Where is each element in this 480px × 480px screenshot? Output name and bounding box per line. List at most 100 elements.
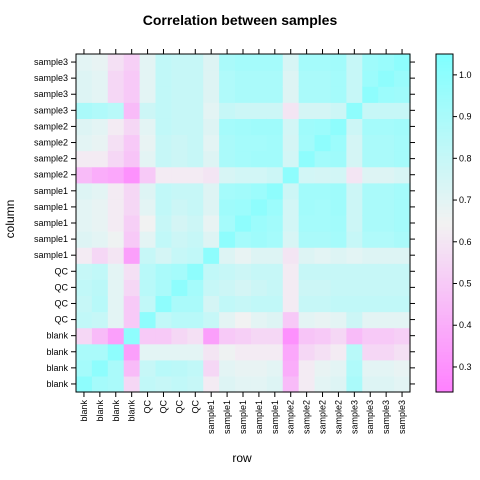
heatmap-cell (266, 54, 284, 71)
heatmap-cell (378, 102, 395, 119)
heatmap-cell (187, 343, 204, 361)
heatmap-cell (282, 70, 300, 87)
heatmap-cell (394, 86, 411, 103)
heatmap-cell (155, 166, 173, 184)
heatmap-cell (187, 54, 204, 71)
heatmap-cell (171, 343, 188, 361)
x-tick-label: sample2 (333, 400, 343, 434)
colorbar-segment (436, 175, 453, 180)
heatmap-cell (250, 214, 268, 232)
heatmap-cell (394, 166, 411, 184)
heatmap-cell (346, 311, 363, 329)
y-tick-label: QC (55, 282, 69, 292)
heatmap-cell (171, 118, 188, 136)
heatmap-cell (346, 375, 363, 393)
heatmap-cell (250, 327, 268, 345)
heatmap-cell (219, 134, 236, 152)
y-tick-label: blank (46, 363, 68, 373)
heatmap-cell (235, 118, 252, 136)
heatmap-cell (139, 54, 157, 71)
colorbar-segment (436, 266, 453, 271)
heatmap-cell (282, 102, 300, 119)
heatmap-cell (282, 150, 300, 168)
heatmap-cell (219, 295, 236, 313)
heatmap-cell (362, 118, 379, 136)
y-tick-label: sample3 (34, 89, 68, 99)
heatmap-cell (266, 359, 284, 377)
heatmap-cell (91, 311, 109, 329)
heatmap-cell (91, 343, 109, 361)
heatmap-cell (107, 295, 125, 313)
y-tick-label: QC (55, 315, 69, 325)
colorbar-segment (436, 148, 453, 153)
heatmap-cell (378, 295, 395, 313)
heatmap-cell (219, 343, 236, 361)
heatmap-cell (171, 279, 188, 297)
heatmap-cell (155, 231, 173, 248)
colorbar-segment (436, 364, 453, 369)
heatmap-cell (250, 86, 268, 103)
heatmap-cell (330, 198, 347, 216)
heatmap-cell (91, 86, 109, 103)
heatmap-cell (378, 247, 395, 264)
heatmap-cell (330, 54, 347, 71)
colorbar-segment (436, 260, 453, 265)
heatmap-cell (155, 247, 173, 264)
x-tick-label: sample1 (238, 400, 248, 434)
heatmap-cell (250, 295, 268, 313)
heatmap-cell (187, 198, 204, 216)
colorbar-tick-label: 0.5 (459, 279, 472, 289)
heatmap-cell (107, 214, 125, 232)
heatmap-cell (139, 198, 157, 216)
colorbar-segment (436, 246, 453, 251)
heatmap-cell (219, 263, 236, 280)
heatmap-cell (362, 150, 379, 168)
heatmap-cell (107, 231, 125, 248)
heatmap-cell (235, 134, 252, 152)
heatmap-cell (219, 214, 236, 232)
heatmap-cell (378, 343, 395, 361)
heatmap-cell (187, 231, 204, 248)
heatmap-cell (123, 359, 141, 377)
heatmap-cell (76, 86, 93, 103)
heatmap-cell (219, 198, 236, 216)
heatmap-cell (235, 247, 252, 264)
heatmap-cell (155, 327, 173, 345)
heatmap-cell (394, 102, 411, 119)
x-tick-label: QC (143, 399, 153, 413)
colorbar-segment (436, 67, 453, 72)
colorbar-segment (436, 287, 453, 292)
heatmap-cell (91, 102, 109, 119)
heatmap-cell (346, 70, 363, 87)
colorbar-segment (436, 199, 453, 204)
heatmap-cell (330, 86, 347, 103)
y-tick-label: blank (46, 347, 68, 357)
heatmap-cell (139, 311, 157, 329)
heatmap-cell (187, 327, 204, 345)
x-tick-label: sample2 (318, 400, 328, 434)
colorbar-segment (436, 219, 453, 224)
heatmap-cell (298, 359, 316, 377)
colorbar-segment (436, 97, 453, 102)
heatmap-cell (123, 182, 141, 200)
heatmap-cell (282, 327, 300, 345)
heatmap-cell (235, 279, 252, 297)
heatmap-cell (203, 86, 220, 103)
heatmap-cell (155, 182, 173, 200)
heatmap-cell (394, 214, 411, 232)
heatmap-cell (330, 134, 347, 152)
heatmap-cell (76, 231, 93, 248)
heatmap-cell (123, 311, 141, 329)
heatmap-cell (76, 359, 93, 377)
colorbar-segment (436, 57, 453, 62)
heatmap-cell (171, 86, 188, 103)
colorbar-segment (436, 253, 453, 258)
heatmap-cell (394, 231, 411, 248)
heatmap-cell (76, 327, 93, 345)
heatmap-cell (187, 166, 204, 184)
x-tick-label: sample1 (270, 400, 280, 434)
heatmap-cell (298, 70, 316, 87)
heatmap-cell (378, 86, 395, 103)
heatmap-cell (250, 118, 268, 136)
colorbar-segment (436, 314, 453, 319)
